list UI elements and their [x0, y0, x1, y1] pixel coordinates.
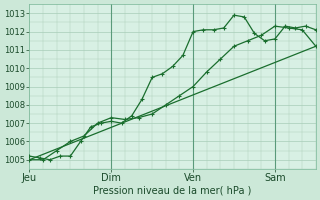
X-axis label: Pression niveau de la mer( hPa ): Pression niveau de la mer( hPa ) — [93, 186, 252, 196]
